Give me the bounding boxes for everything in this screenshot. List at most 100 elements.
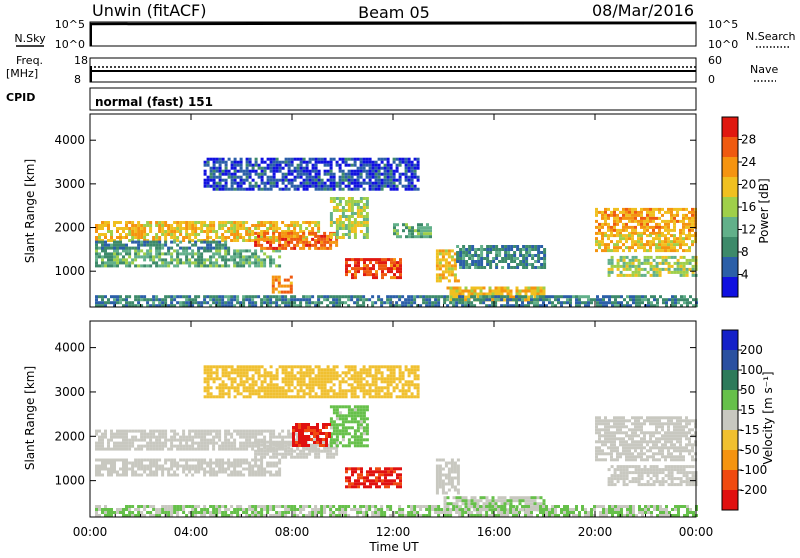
power-cell (674, 268, 677, 271)
power-cell (213, 173, 216, 176)
power-cell (173, 264, 176, 267)
velocity-cell (360, 482, 363, 485)
velocity-cell (446, 508, 449, 511)
power-cell (652, 214, 655, 217)
power-cell (275, 227, 278, 230)
velocity-cell (257, 465, 260, 468)
velocity-cell (230, 465, 233, 468)
power-cell (399, 158, 402, 161)
power-cell (182, 252, 185, 255)
power-cell (516, 290, 519, 293)
velocity-cell (200, 445, 203, 448)
power-cell (249, 161, 252, 164)
power-cell (239, 233, 242, 236)
power-cell (348, 182, 351, 185)
velocity-cell (314, 508, 317, 511)
power-cell (219, 164, 222, 167)
velocity-cell (329, 505, 332, 508)
power-cell (628, 226, 631, 229)
power-cell (245, 221, 248, 224)
velocity-cell (513, 499, 516, 502)
power-cell (451, 267, 454, 270)
power-cell (303, 170, 306, 173)
power-cell (339, 200, 342, 203)
power-cell (158, 255, 161, 258)
power-cell (611, 256, 614, 259)
power-cell (436, 279, 439, 282)
power-cell (113, 261, 116, 264)
power-cell (390, 188, 393, 191)
power-cell (626, 262, 629, 265)
velocity-cell (448, 489, 451, 492)
power-cell (480, 263, 483, 266)
power-cell (525, 260, 528, 263)
velocity-cell (534, 502, 537, 505)
power-cell (437, 301, 440, 304)
power-cell (387, 161, 390, 164)
velocity-cell (203, 471, 206, 474)
power-cell (569, 295, 572, 298)
power-cell (451, 255, 454, 258)
power-cell (598, 240, 601, 243)
power-cell (671, 256, 674, 259)
power-cell (315, 179, 318, 182)
velocity-cell (107, 511, 110, 514)
power-cell (519, 251, 522, 254)
power-cell (519, 254, 522, 257)
power-cell (608, 271, 611, 274)
power-cell (677, 259, 680, 262)
power-cell (101, 261, 104, 264)
velocity-cell (357, 482, 360, 485)
power-cell (668, 268, 671, 271)
velocity-cell (308, 511, 311, 514)
power-cell (359, 295, 362, 298)
velocity-cell (399, 467, 402, 470)
power-cell (363, 197, 366, 200)
velocity-cell (384, 470, 387, 473)
power-cell (134, 249, 137, 252)
power-cell (456, 296, 459, 299)
power-cell (665, 259, 668, 262)
power-cell (234, 170, 237, 173)
power-cell (107, 261, 110, 264)
power-cell (587, 301, 590, 304)
velocity-cell (450, 502, 453, 505)
power-cell (686, 271, 689, 274)
velocity-cell (281, 441, 284, 444)
velocity-cell (197, 505, 200, 508)
power-cell (626, 274, 629, 277)
power-cell (673, 223, 676, 226)
power-cell (107, 301, 110, 304)
power-cell (489, 287, 492, 290)
power-cell (396, 167, 399, 170)
colorbar-segment (722, 257, 738, 277)
power-cell (293, 232, 296, 235)
power-cell (602, 295, 605, 298)
power-cell (628, 246, 631, 249)
power-cell (643, 223, 646, 226)
power-cell (240, 185, 243, 188)
power-cell (101, 227, 104, 230)
power-cell (321, 185, 324, 188)
power-cell (679, 240, 682, 243)
power-cell (357, 179, 360, 182)
velocity-cell (439, 483, 442, 486)
power-cell (390, 261, 393, 264)
power-cell (537, 248, 540, 251)
power-cell (299, 238, 302, 241)
power-cell (233, 227, 236, 230)
power-cell (486, 260, 489, 263)
power-cell (673, 229, 676, 232)
power-cell (667, 229, 670, 232)
power-cell (414, 167, 417, 170)
power-cell (554, 295, 557, 298)
power-cell (170, 233, 173, 236)
power-cell (486, 293, 489, 296)
velocity-cell (167, 448, 170, 451)
velocity-cell (348, 485, 351, 488)
velocity-cell (164, 439, 167, 442)
power-cell (679, 246, 682, 249)
power-cell (378, 167, 381, 170)
power-cell (518, 298, 521, 301)
power-cell (685, 249, 688, 252)
